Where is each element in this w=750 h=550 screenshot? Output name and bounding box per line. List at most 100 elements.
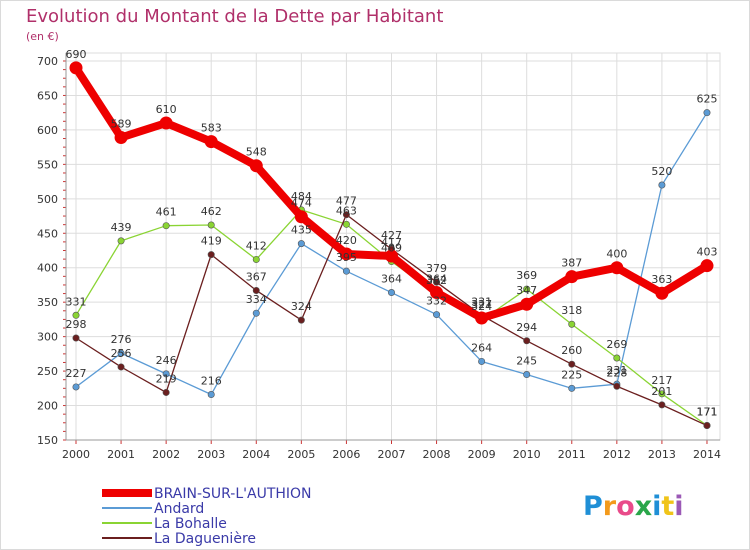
- data-label: 231: [606, 364, 627, 377]
- y-tick-label: 400: [37, 262, 58, 275]
- data-point: [117, 349, 125, 357]
- data-point: [204, 135, 218, 149]
- data-label: 228: [606, 366, 627, 379]
- data-point: [384, 249, 398, 263]
- data-point: [433, 278, 441, 286]
- y-tick-label: 450: [37, 227, 58, 240]
- x-tick-label: 2012: [603, 448, 631, 461]
- data-label: 171: [696, 406, 717, 419]
- data-point: [117, 363, 125, 371]
- data-label: 462: [201, 205, 222, 218]
- x-tick-label: 2013: [648, 448, 676, 461]
- data-label: 171: [696, 406, 717, 419]
- proxiti-logo: Proxiti: [583, 491, 684, 522]
- data-point: [387, 289, 395, 297]
- data-point: [523, 337, 531, 345]
- data-label: 363: [651, 273, 672, 286]
- y-tick-label: 550: [37, 158, 58, 171]
- data-label: 367: [246, 270, 267, 283]
- data-point: [159, 116, 173, 130]
- y-tick-label: 700: [37, 55, 58, 68]
- x-tick-label: 2014: [693, 448, 721, 461]
- data-point: [613, 354, 621, 362]
- chart-subtitle: (en €): [26, 30, 59, 43]
- legend-label: Andard: [154, 501, 204, 517]
- data-point: [658, 401, 666, 409]
- data-point: [297, 240, 305, 248]
- data-point: [252, 286, 260, 294]
- data-point: [162, 222, 170, 230]
- data-point: [342, 220, 350, 228]
- data-point: [568, 384, 576, 392]
- data-label: 412: [246, 239, 267, 252]
- data-label: 362: [426, 274, 447, 287]
- data-label: 331: [471, 295, 492, 308]
- data-label: 420: [336, 234, 357, 247]
- data-label: 403: [696, 246, 717, 259]
- data-label: 245: [516, 355, 537, 368]
- data-label: 294: [516, 321, 537, 334]
- data-label: 400: [606, 248, 627, 261]
- data-label: 364: [426, 273, 447, 286]
- data-label: 225: [561, 368, 582, 381]
- data-point: [207, 391, 215, 399]
- data-point: [703, 109, 711, 117]
- y-tick-label: 150: [37, 434, 58, 447]
- y-tick-label: 200: [37, 400, 58, 413]
- legend-label: La Bohalle: [154, 516, 227, 532]
- data-label: 324: [471, 300, 492, 313]
- data-point: [252, 309, 260, 317]
- data-label: 463: [336, 204, 357, 217]
- data-label: 409: [381, 242, 402, 255]
- data-label: 439: [111, 221, 132, 234]
- data-point: [162, 370, 170, 378]
- data-label: 334: [246, 293, 267, 306]
- y-tick-label: 500: [37, 193, 58, 206]
- data-label: 201: [651, 385, 672, 398]
- data-point: [433, 311, 441, 319]
- data-label: 318: [561, 304, 582, 317]
- data-point: [523, 285, 531, 293]
- data-label: 324: [291, 300, 312, 313]
- data-label: 269: [606, 338, 627, 351]
- data-label: 417: [381, 236, 402, 249]
- data-label: 589: [111, 117, 132, 130]
- data-label: 395: [336, 251, 357, 264]
- data-point: [207, 221, 215, 229]
- data-label: 256: [111, 347, 132, 360]
- x-tick-label: 2001: [107, 448, 135, 461]
- x-tick-label: 2008: [423, 448, 451, 461]
- data-point: [207, 251, 215, 259]
- data-label: 216: [201, 375, 222, 388]
- data-label: 379: [426, 262, 447, 275]
- data-label: 461: [156, 206, 177, 219]
- data-point: [523, 371, 531, 379]
- chart-title: Evolution du Montant de la Dette par Hab…: [26, 6, 443, 27]
- data-label: 625: [696, 93, 717, 106]
- data-label: 219: [156, 372, 177, 385]
- data-point: [565, 270, 579, 284]
- data-label: 276: [111, 333, 132, 346]
- data-point: [613, 382, 621, 390]
- x-tick-label: 2002: [152, 448, 180, 461]
- data-label: 583: [201, 122, 222, 135]
- data-point: [294, 210, 308, 224]
- data-label: 690: [66, 48, 87, 61]
- x-tick-label: 2006: [332, 448, 360, 461]
- y-tick-label: 350: [37, 296, 58, 309]
- data-point: [610, 261, 624, 275]
- x-tick-label: 2007: [377, 448, 405, 461]
- data-point: [339, 247, 353, 261]
- series-group: [69, 61, 714, 430]
- y-tick-label: 250: [37, 365, 58, 378]
- data-label: 332: [426, 295, 447, 308]
- data-point: [342, 211, 350, 219]
- x-tick-label: 2009: [468, 448, 496, 461]
- data-point: [162, 388, 170, 396]
- data-point: [72, 311, 80, 319]
- x-tick-label: 2003: [197, 448, 225, 461]
- data-point: [568, 320, 576, 328]
- data-point: [703, 422, 711, 430]
- x-tick-label: 2004: [242, 448, 270, 461]
